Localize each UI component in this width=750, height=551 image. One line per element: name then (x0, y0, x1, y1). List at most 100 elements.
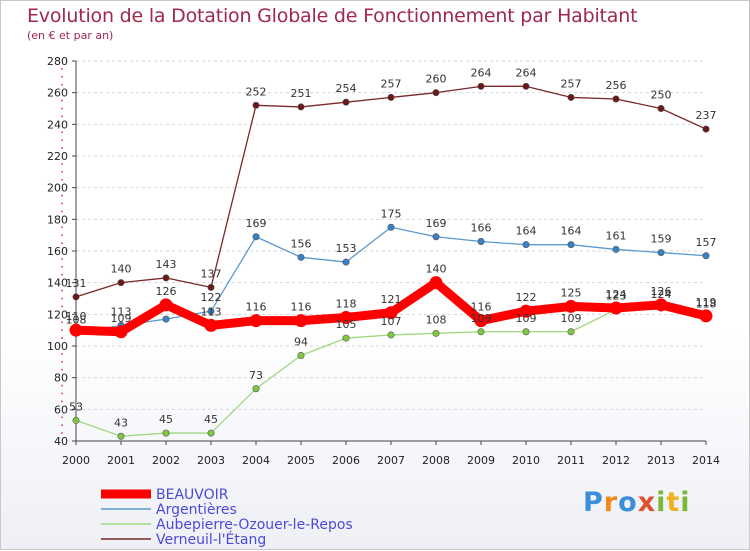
y-minor-tick (61, 226, 63, 229)
data-label-verneuil-l-tang-2004: 252 (246, 85, 267, 98)
data-label-beauvoir-2011: 125 (561, 286, 582, 299)
data-label-verneuil-l-tang-2013: 250 (651, 89, 672, 102)
data-label-aubepierre-ozouer-le-repos-2014: 118 (696, 298, 717, 311)
data-label-beauvoir-2005: 116 (291, 301, 312, 314)
grid-lines (76, 60, 706, 442)
legend-label-argenti-res: Argentières (156, 502, 237, 518)
data-label-verneuil-l-tang-2008: 260 (426, 73, 447, 86)
logo-letter: r (603, 487, 619, 518)
x-tick-label-2007: 2007 (377, 454, 405, 467)
data-label-aubepierre-ozouer-le-repos-2009: 109 (471, 312, 492, 325)
data-labels: 131 140 143 137 252 251 254 257 260 264 264 257 256 2… (66, 66, 717, 429)
data-label-beauvoir-2003: 113 (201, 305, 222, 318)
data-label-verneuil-l-tang-2002: 143 (156, 258, 177, 271)
point-verneuil-l-tang-2000 (72, 293, 80, 301)
data-label-aubepierre-ozouer-le-repos-2012: 123 (606, 290, 627, 303)
point-beauvoir-2007 (384, 306, 398, 320)
point-aubepierre-ozouer-le-repos-2001 (117, 432, 125, 440)
point-aubepierre-ozouer-le-repos-2008 (432, 329, 440, 337)
x-tick-label-2008: 2008 (422, 454, 450, 467)
data-label-aubepierre-ozouer-le-repos-2002: 45 (159, 413, 173, 426)
point-beauvoir-2004 (249, 314, 263, 328)
point-argenti-res-2013 (657, 249, 665, 257)
x-tick-label-2000: 2000 (62, 454, 90, 467)
y-minor-tick (61, 75, 63, 78)
point-verneuil-l-tang-2001 (117, 279, 125, 287)
y-minor-tick (61, 178, 63, 181)
point-verneuil-l-tang-2009 (477, 82, 485, 90)
x-tick-label-2012: 2012 (602, 454, 630, 467)
y-minor-tick (61, 83, 63, 86)
data-label-aubepierre-ozouer-le-repos-2013: 124 (651, 288, 672, 301)
data-label-aubepierre-ozouer-le-repos-2005: 94 (294, 336, 308, 349)
data-label-argenti-res-2001: 113 (111, 305, 132, 318)
y-tick-label-260: 260 (47, 87, 68, 100)
x-tick-label-2010: 2010 (512, 454, 540, 467)
data-label-aubepierre-ozouer-le-repos-2010: 109 (516, 312, 537, 325)
x-tick-label-2011: 2011 (557, 454, 585, 467)
chart-subtitle: (en € et par an) (27, 29, 114, 42)
point-aubepierre-ozouer-le-repos-2004 (252, 385, 260, 393)
x-tick-label-2009: 2009 (467, 454, 495, 467)
data-label-verneuil-l-tang-2010: 264 (516, 66, 537, 79)
y-minor-tick (61, 305, 63, 308)
y-minor-tick (61, 131, 63, 134)
point-beauvoir-2011 (564, 299, 578, 313)
y-tick-label-60: 60 (54, 403, 68, 416)
data-label-verneuil-l-tang-2003: 137 (201, 267, 222, 280)
y-tick-label-220: 220 (47, 150, 68, 163)
x-tick-label-2013: 2013 (647, 454, 675, 467)
data-label-argenti-res-2007: 175 (381, 207, 402, 220)
data-label-aubepierre-ozouer-le-repos-2000: 53 (69, 400, 83, 413)
point-beauvoir-2009 (474, 314, 488, 328)
data-label-beauvoir-2006: 118 (336, 298, 357, 311)
point-verneuil-l-tang-2010 (522, 82, 530, 90)
logo-letter: t (666, 487, 681, 518)
data-label-beauvoir-2007: 121 (381, 293, 402, 306)
point-verneuil-l-tang-2013 (657, 105, 665, 113)
data-label-argenti-res-2005: 156 (291, 237, 312, 250)
data-label-verneuil-l-tang-2006: 254 (336, 82, 357, 95)
data-label-aubepierre-ozouer-le-repos-2008: 108 (426, 313, 447, 326)
point-argenti-res-2009 (477, 238, 485, 246)
y-minor-tick (61, 289, 63, 292)
y-tick-label-120: 120 (47, 308, 68, 321)
y-minor-tick (61, 139, 63, 142)
data-label-beauvoir-2014: 119 (696, 296, 717, 309)
point-verneuil-l-tang-2004 (252, 101, 260, 109)
proxiti-logo: Proxiti (583, 487, 691, 518)
point-aubepierre-ozouer-le-repos-2003 (207, 429, 215, 437)
y-minor-tick (61, 99, 63, 102)
point-aubepierre-ozouer-le-repos-2007 (387, 331, 395, 339)
data-label-verneuil-l-tang-2014: 237 (696, 109, 717, 122)
data-label-argenti-res-2013: 159 (651, 233, 672, 246)
point-verneuil-l-tang-2006 (342, 98, 350, 106)
point-argenti-res-2005 (297, 253, 305, 261)
data-label-aubepierre-ozouer-le-repos-2007: 107 (381, 315, 402, 328)
y-minor-tick (61, 68, 63, 70)
data-label-aubepierre-ozouer-le-repos-2004: 73 (249, 369, 263, 382)
y-tick-label-140: 140 (47, 277, 68, 290)
point-argenti-res-2006 (342, 258, 350, 266)
point-aubepierre-ozouer-le-repos-2005 (297, 351, 305, 359)
logo-letter: i (656, 487, 667, 518)
data-label-aubepierre-ozouer-le-repos-2006: 105 (336, 318, 357, 331)
data-label-argenti-res-2014: 157 (696, 236, 717, 249)
data-label-verneuil-l-tang-2011: 257 (561, 77, 582, 90)
data-label-beauvoir-2008: 140 (426, 263, 447, 276)
data-label-verneuil-l-tang-2000: 131 (66, 277, 87, 290)
point-verneuil-l-tang-2005 (297, 103, 305, 111)
y-minor-tick (61, 194, 63, 197)
y-minor-tick (61, 242, 63, 244)
point-beauvoir-2012 (609, 301, 623, 315)
y-minor-tick (61, 273, 63, 276)
point-verneuil-l-tang-2003 (207, 283, 215, 291)
y-tick-label-40: 40 (54, 435, 68, 448)
point-aubepierre-ozouer-le-repos-2002 (162, 429, 170, 437)
logo-letter: i (680, 487, 691, 518)
y-minor-tick (61, 329, 63, 332)
x-tick-label-2006: 2006 (332, 454, 360, 467)
data-label-argenti-res-2012: 161 (606, 229, 627, 242)
y-minor-tick (61, 392, 63, 395)
